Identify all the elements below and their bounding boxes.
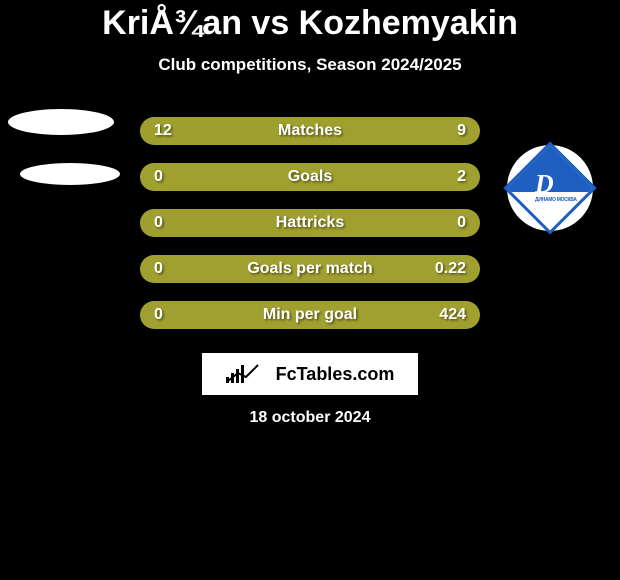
stat-row: 0 Goals 2 D ДИНАМО МОСКВА <box>0 155 620 201</box>
stat-left-value: 0 <box>154 214 163 232</box>
stat-label: Hattricks <box>140 214 480 232</box>
stat-rows: 12 Matches 9 0 Goals 2 D ДИНАМО МОСКВА <box>0 109 620 339</box>
comparison-card: KriÅ¾an vs Kozhemyakin Club competitions… <box>0 4 620 427</box>
stat-label: Goals <box>140 168 480 186</box>
placeholder-ellipse-icon <box>20 163 120 185</box>
stat-left-value: 12 <box>154 122 172 140</box>
stat-bar: 0 Hattricks 0 <box>140 209 480 237</box>
stat-bar: 0 Goals per match 0.22 <box>140 255 480 283</box>
brand-text: FcTables.com <box>276 364 395 385</box>
stat-bar: 12 Matches 9 <box>140 117 480 145</box>
date-label: 18 october 2024 <box>0 409 620 427</box>
stat-right-value: 424 <box>439 306 466 324</box>
stat-right-value: 0 <box>457 214 466 232</box>
stat-left-value: 0 <box>154 168 163 186</box>
stat-label: Min per goal <box>140 306 480 324</box>
stat-left-value: 0 <box>154 260 163 278</box>
stat-right-value: 9 <box>457 122 466 140</box>
dinamo-letter: D <box>535 169 554 199</box>
stat-row: 0 Min per goal 424 <box>0 293 620 339</box>
stat-bar: 0 Goals 2 <box>140 163 480 191</box>
stat-label: Matches <box>140 122 480 140</box>
stat-row: 0 Goals per match 0.22 <box>0 247 620 293</box>
brand-line-icon <box>250 367 270 381</box>
brand-link[interactable]: FcTables.com <box>202 353 418 395</box>
placeholder-ellipse-icon <box>8 109 114 135</box>
stat-row: 12 Matches 9 <box>0 109 620 155</box>
stat-right-value: 0.22 <box>435 260 466 278</box>
stat-bar: 0 Min per goal 424 <box>140 301 480 329</box>
stat-label: Goals per match <box>140 260 480 278</box>
subtitle: Club competitions, Season 2024/2025 <box>0 55 620 75</box>
stat-right-value: 2 <box>457 168 466 186</box>
left-team-slot <box>0 155 140 201</box>
right-team-slot: D ДИНАМО МОСКВА <box>480 155 620 201</box>
page-title: KriÅ¾an vs Kozhemyakin <box>0 4 620 43</box>
stat-row: 0 Hattricks 0 <box>0 201 620 247</box>
left-team-slot <box>0 109 140 155</box>
stat-left-value: 0 <box>154 306 163 324</box>
